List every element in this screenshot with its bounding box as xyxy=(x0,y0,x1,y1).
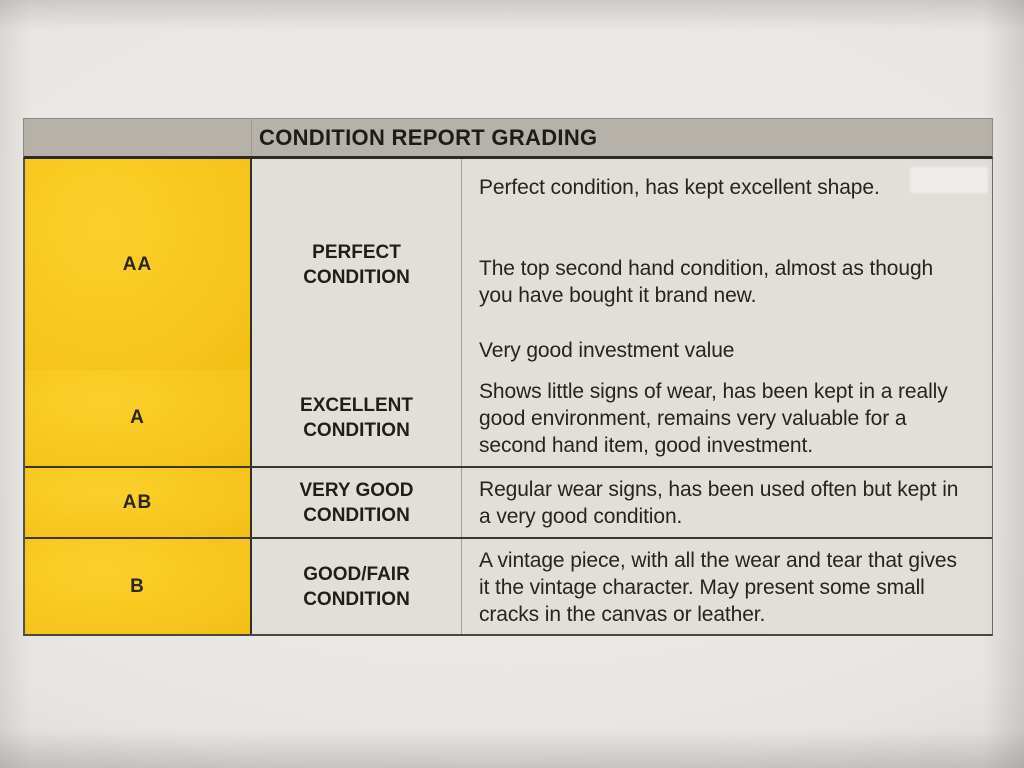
table-row-a: A EXCELLENT CONDITION Shows little signs… xyxy=(25,368,992,466)
description-paragraph: A vintage piece, with all the wear and t… xyxy=(479,549,957,626)
grade-label: AA xyxy=(122,253,153,275)
table-row-aa: AA PERFECT CONDITION Perfect condition, … xyxy=(25,159,992,370)
description-paragraph: Very good investment value xyxy=(479,339,735,362)
description-cell-a: Shows little signs of wear, has been kep… xyxy=(462,370,992,466)
description-paragraph: Shows little signs of wear, has been kep… xyxy=(479,380,948,457)
condition-name-label: VERY GOOD CONDITION xyxy=(299,479,414,526)
grade-cell-ab: AB xyxy=(25,468,252,537)
condition-name-cell-a: EXCELLENT CONDITION xyxy=(252,370,462,466)
grade-cell-aa: AA xyxy=(25,159,252,370)
table-row-b: B GOOD/FAIR CONDITION A vintage piece, w… xyxy=(25,537,992,634)
grade-label: A xyxy=(130,407,145,428)
grade-label: B xyxy=(130,575,145,597)
description-paragraph: The top second hand condition, almost as… xyxy=(479,257,934,307)
grade-cell-b: B xyxy=(25,539,252,634)
condition-name-cell-b: GOOD/FAIR CONDITION xyxy=(252,539,462,634)
table-row-ab: AB VERY GOOD CONDITION Regular wear sign… xyxy=(25,466,992,537)
table-title: CONDITION REPORT GRADING xyxy=(259,124,598,150)
condition-name-label: PERFECT CONDITION xyxy=(303,241,410,288)
grade-cell-a: A xyxy=(25,370,252,466)
grade-label: AB xyxy=(122,491,153,513)
condition-name-cell-aa: PERFECT CONDITION xyxy=(252,159,462,370)
description-cell-aa: Perfect condition, has kept excellent sh… xyxy=(462,159,992,370)
condition-name-label: GOOD/FAIR CONDITION xyxy=(303,563,410,610)
table-header: CONDITION REPORT GRADING xyxy=(23,118,993,159)
condition-grading-table: CONDITION REPORT GRADING AA PERFECT COND… xyxy=(23,118,993,636)
whiteout-mark xyxy=(910,167,988,193)
condition-name-label: EXCELLENT CONDITION xyxy=(300,395,413,441)
table-body: AA PERFECT CONDITION Perfect condition, … xyxy=(23,159,993,636)
condition-name-cell-ab: VERY GOOD CONDITION xyxy=(252,468,462,537)
description-cell-b: A vintage piece, with all the wear and t… xyxy=(462,539,992,634)
description-paragraph: Perfect condition, has kept excellent sh… xyxy=(479,176,880,199)
description-cell-ab: Regular wear signs, has been used often … xyxy=(462,468,992,537)
description-paragraph: Regular wear signs, has been used often … xyxy=(479,478,959,528)
